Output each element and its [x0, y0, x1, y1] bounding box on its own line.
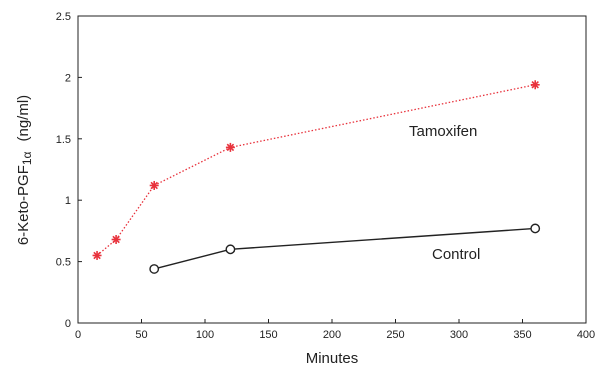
- x-axis-title: Minutes: [306, 350, 359, 367]
- series-layer: [92, 80, 541, 274]
- x-axis-ticks: 0 50 100 150 200 250 300 350 400: [75, 319, 595, 341]
- x-tick-label: 0: [75, 329, 81, 341]
- data-point-tamoxifen: [225, 142, 235, 152]
- y-tick-label: 0.5: [56, 257, 71, 269]
- x-tick-label: 100: [196, 329, 214, 341]
- data-point-tamoxifen: [111, 234, 121, 244]
- y-axis-title: 6-Keto-PGF1α (ng/ml): [15, 95, 34, 245]
- y-axis-title-subscript: 1α: [20, 151, 34, 165]
- data-point-control: [530, 223, 541, 234]
- y-tick-label: 2: [65, 72, 71, 84]
- x-tick-label: 350: [513, 329, 531, 341]
- x-tick-label: 50: [135, 329, 147, 341]
- y-tick-label: 2.5: [56, 11, 71, 23]
- x-tick-label: 250: [386, 329, 404, 341]
- data-point-tamoxifen: [149, 180, 159, 190]
- y-tick-label: 1: [65, 195, 71, 207]
- data-point-control: [149, 264, 160, 274]
- y-axis-ticks: 0 0.5 1 1.5 2 2.5: [56, 11, 82, 330]
- series-label-control: Control: [432, 246, 480, 263]
- y-axis-title-main: 6-Keto-PGF: [15, 165, 32, 245]
- x-tick-label: 200: [323, 329, 341, 341]
- x-tick-label: 150: [259, 329, 277, 341]
- y-tick-label: 1.5: [56, 134, 71, 146]
- x-tick-label: 300: [450, 329, 468, 341]
- series-label-tamoxifen: Tamoxifen: [409, 123, 477, 140]
- y-tick-label: 0: [65, 318, 71, 330]
- plot-frame: [77, 15, 587, 324]
- data-point-tamoxifen: [530, 80, 540, 90]
- data-point-tamoxifen: [92, 250, 102, 260]
- series-line-tamoxifen: [96, 84, 536, 256]
- data-point-control: [225, 244, 236, 255]
- x-tick-label: 400: [577, 329, 595, 341]
- y-axis-title-unit: (ng/ml): [15, 95, 32, 142]
